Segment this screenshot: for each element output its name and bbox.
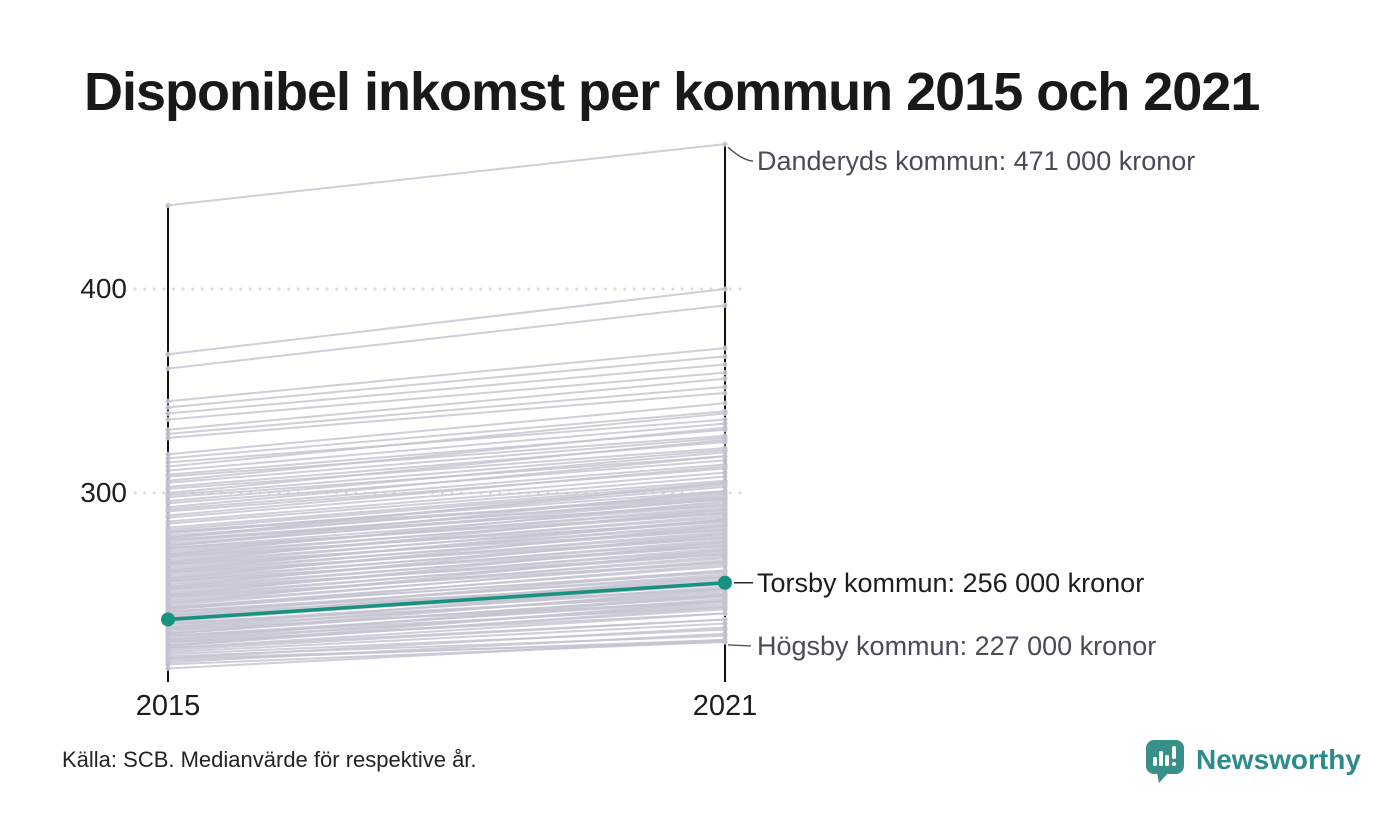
newsworthy-wordmark: Newsworthy (1196, 744, 1361, 775)
x-axis-label-2021: 2021 (692, 690, 758, 722)
y-axis-tick-300: 300 (80, 477, 127, 508)
newsworthy-logo-icon (1146, 740, 1184, 783)
x-axis-label-2015: 2015 (135, 690, 201, 722)
chart-title: Disponibel inkomst per kommun 2015 och 2… (84, 62, 1260, 122)
newsworthy-logo: Newsworthy (1146, 740, 1361, 784)
annotation-torsby: Torsby kommun: 256 000 kronor (757, 567, 1145, 598)
y-axis-tick-400: 400 (80, 273, 127, 304)
source-note: Källa: SCB. Medianvärde för respektive å… (62, 747, 477, 772)
annotation-danderyd: Danderyds kommun: 471 000 kronor (757, 146, 1196, 177)
annotation-hogsby: Högsby kommun: 227 000 kronor (757, 630, 1157, 661)
